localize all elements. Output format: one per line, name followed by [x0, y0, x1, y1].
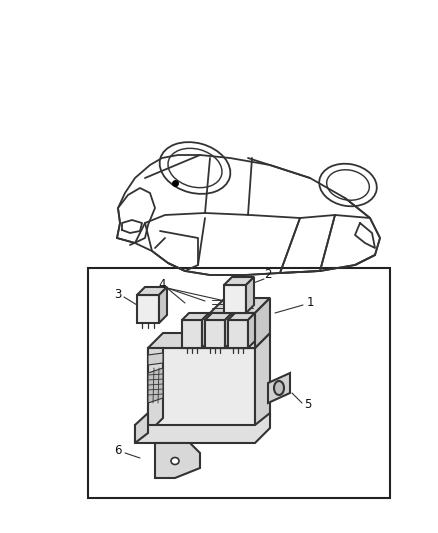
Polygon shape [148, 348, 163, 433]
Polygon shape [137, 295, 159, 323]
Polygon shape [268, 373, 290, 403]
Polygon shape [224, 285, 246, 313]
Polygon shape [155, 443, 200, 478]
Polygon shape [224, 277, 254, 285]
Polygon shape [159, 287, 167, 323]
Text: 6: 6 [114, 445, 122, 457]
Polygon shape [148, 353, 163, 365]
Polygon shape [225, 313, 232, 348]
Polygon shape [248, 313, 255, 348]
Polygon shape [205, 313, 232, 320]
Text: 4: 4 [158, 279, 166, 292]
Ellipse shape [274, 381, 284, 395]
Polygon shape [255, 333, 270, 433]
Polygon shape [255, 298, 270, 348]
Polygon shape [182, 320, 202, 348]
Bar [88, 268, 390, 498]
Polygon shape [210, 313, 255, 348]
Text: 3: 3 [114, 288, 122, 302]
Polygon shape [202, 313, 209, 348]
Polygon shape [148, 333, 270, 348]
Text: 5: 5 [304, 399, 312, 411]
Polygon shape [228, 320, 248, 348]
Polygon shape [148, 368, 163, 403]
Ellipse shape [171, 457, 179, 464]
Polygon shape [148, 348, 255, 433]
Polygon shape [205, 320, 225, 348]
Polygon shape [137, 287, 167, 295]
Polygon shape [228, 313, 255, 320]
Polygon shape [246, 277, 254, 313]
Polygon shape [210, 298, 270, 313]
Polygon shape [135, 413, 148, 443]
Text: 1: 1 [306, 296, 314, 310]
Text: 2: 2 [264, 269, 272, 281]
Polygon shape [182, 313, 209, 320]
Polygon shape [135, 413, 270, 443]
